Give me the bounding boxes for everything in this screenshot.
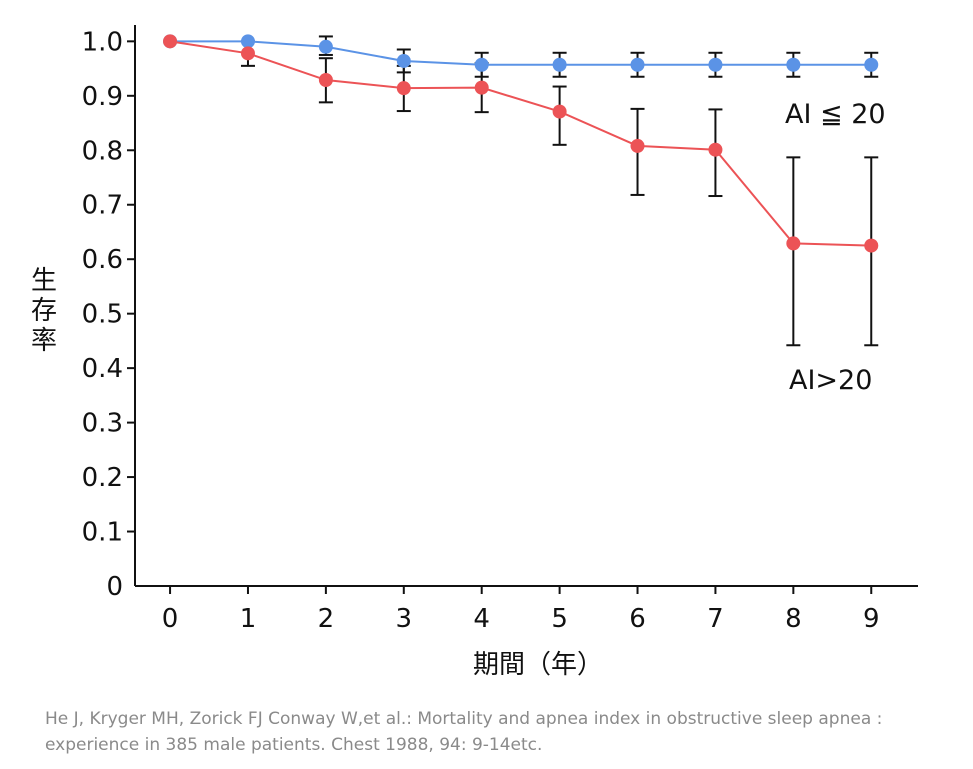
point-0-3 <box>396 53 411 68</box>
point-0-9 <box>864 57 879 72</box>
y-tick-label-4: 0.4 <box>82 354 123 384</box>
error-bar-1-8 <box>786 156 801 347</box>
x-tick-label-1: 1 <box>240 604 257 634</box>
point-0-6 <box>630 57 645 72</box>
x-tick-label-5: 5 <box>551 604 568 634</box>
y-tick-label-10: 1.0 <box>82 27 123 57</box>
series-lines <box>169 40 872 247</box>
annotation-ai-gt-20: AI>20 <box>789 365 872 396</box>
point-1-1 <box>240 46 255 61</box>
y-axis-title: 生存率 <box>31 266 57 356</box>
y-tick-label-3: 0.3 <box>82 409 123 439</box>
x-tick-label-4: 4 <box>473 604 490 634</box>
survival-chart: 0 0.1 0.2 0.3 0.4 0.5 0.6 0.7 0.8 0.9 1.0 0 1 2 3 4 5 6 7… <box>31 25 918 680</box>
point-1-6 <box>630 138 645 153</box>
x-tick-label-9: 9 <box>863 604 880 634</box>
point-0-5 <box>552 57 567 72</box>
annotation-ai-le-20: AI ≦ 20 <box>785 99 886 130</box>
citation-line-2: experience in 385 male patients. Chest 1… <box>45 735 543 755</box>
x-tick-label-8: 8 <box>785 604 802 634</box>
point-1-5 <box>552 104 567 119</box>
series-line-0 <box>170 40 872 66</box>
y-tick-label-7: 0.7 <box>82 191 123 221</box>
point-0-2 <box>318 39 333 54</box>
point-0-8 <box>786 57 801 72</box>
y-tick-label-8: 0.8 <box>82 136 123 166</box>
y-tick-label-6: 0.6 <box>82 245 123 275</box>
y-tick-label-5: 0.5 <box>82 300 123 330</box>
point-0-4 <box>474 57 489 72</box>
point-1-2 <box>318 73 333 88</box>
x-tick-label-2: 2 <box>318 604 335 634</box>
citation-caption: He J, Kryger MH, Zorick FJ Conway W,et a… <box>45 706 945 758</box>
x-tick-label-6: 6 <box>629 604 646 634</box>
data-points <box>163 34 879 253</box>
x-tick-label-0: 0 <box>162 604 179 634</box>
y-tick-label-2: 0.2 <box>82 463 123 493</box>
y-tick-label-0: 0 <box>106 572 123 602</box>
y-tick-label-1: 0.1 <box>82 518 123 548</box>
x-axis: 0 1 2 3 4 5 6 7 8 9 <box>135 585 918 634</box>
point-0-1 <box>240 34 255 49</box>
y-axis: 0 0.1 0.2 0.3 0.4 0.5 0.6 0.7 0.8 0.9 1.0 <box>82 25 136 602</box>
point-1-9 <box>864 238 879 253</box>
x-axis-title: 期間（年） <box>473 650 603 680</box>
citation-line-1: He J, Kryger MH, Zorick FJ Conway W,et a… <box>45 709 883 729</box>
point-1-3 <box>396 81 411 96</box>
x-tick-label-3: 3 <box>396 604 413 634</box>
y-tick-label-9: 0.9 <box>82 82 123 112</box>
x-tick-label-7: 7 <box>707 604 724 634</box>
point-1-7 <box>708 142 723 157</box>
point-1-0 <box>163 34 178 49</box>
series-line-1 <box>169 40 872 247</box>
point-1-4 <box>474 80 489 95</box>
point-1-8 <box>786 236 801 251</box>
point-0-7 <box>708 57 723 72</box>
error-bars <box>240 35 879 347</box>
